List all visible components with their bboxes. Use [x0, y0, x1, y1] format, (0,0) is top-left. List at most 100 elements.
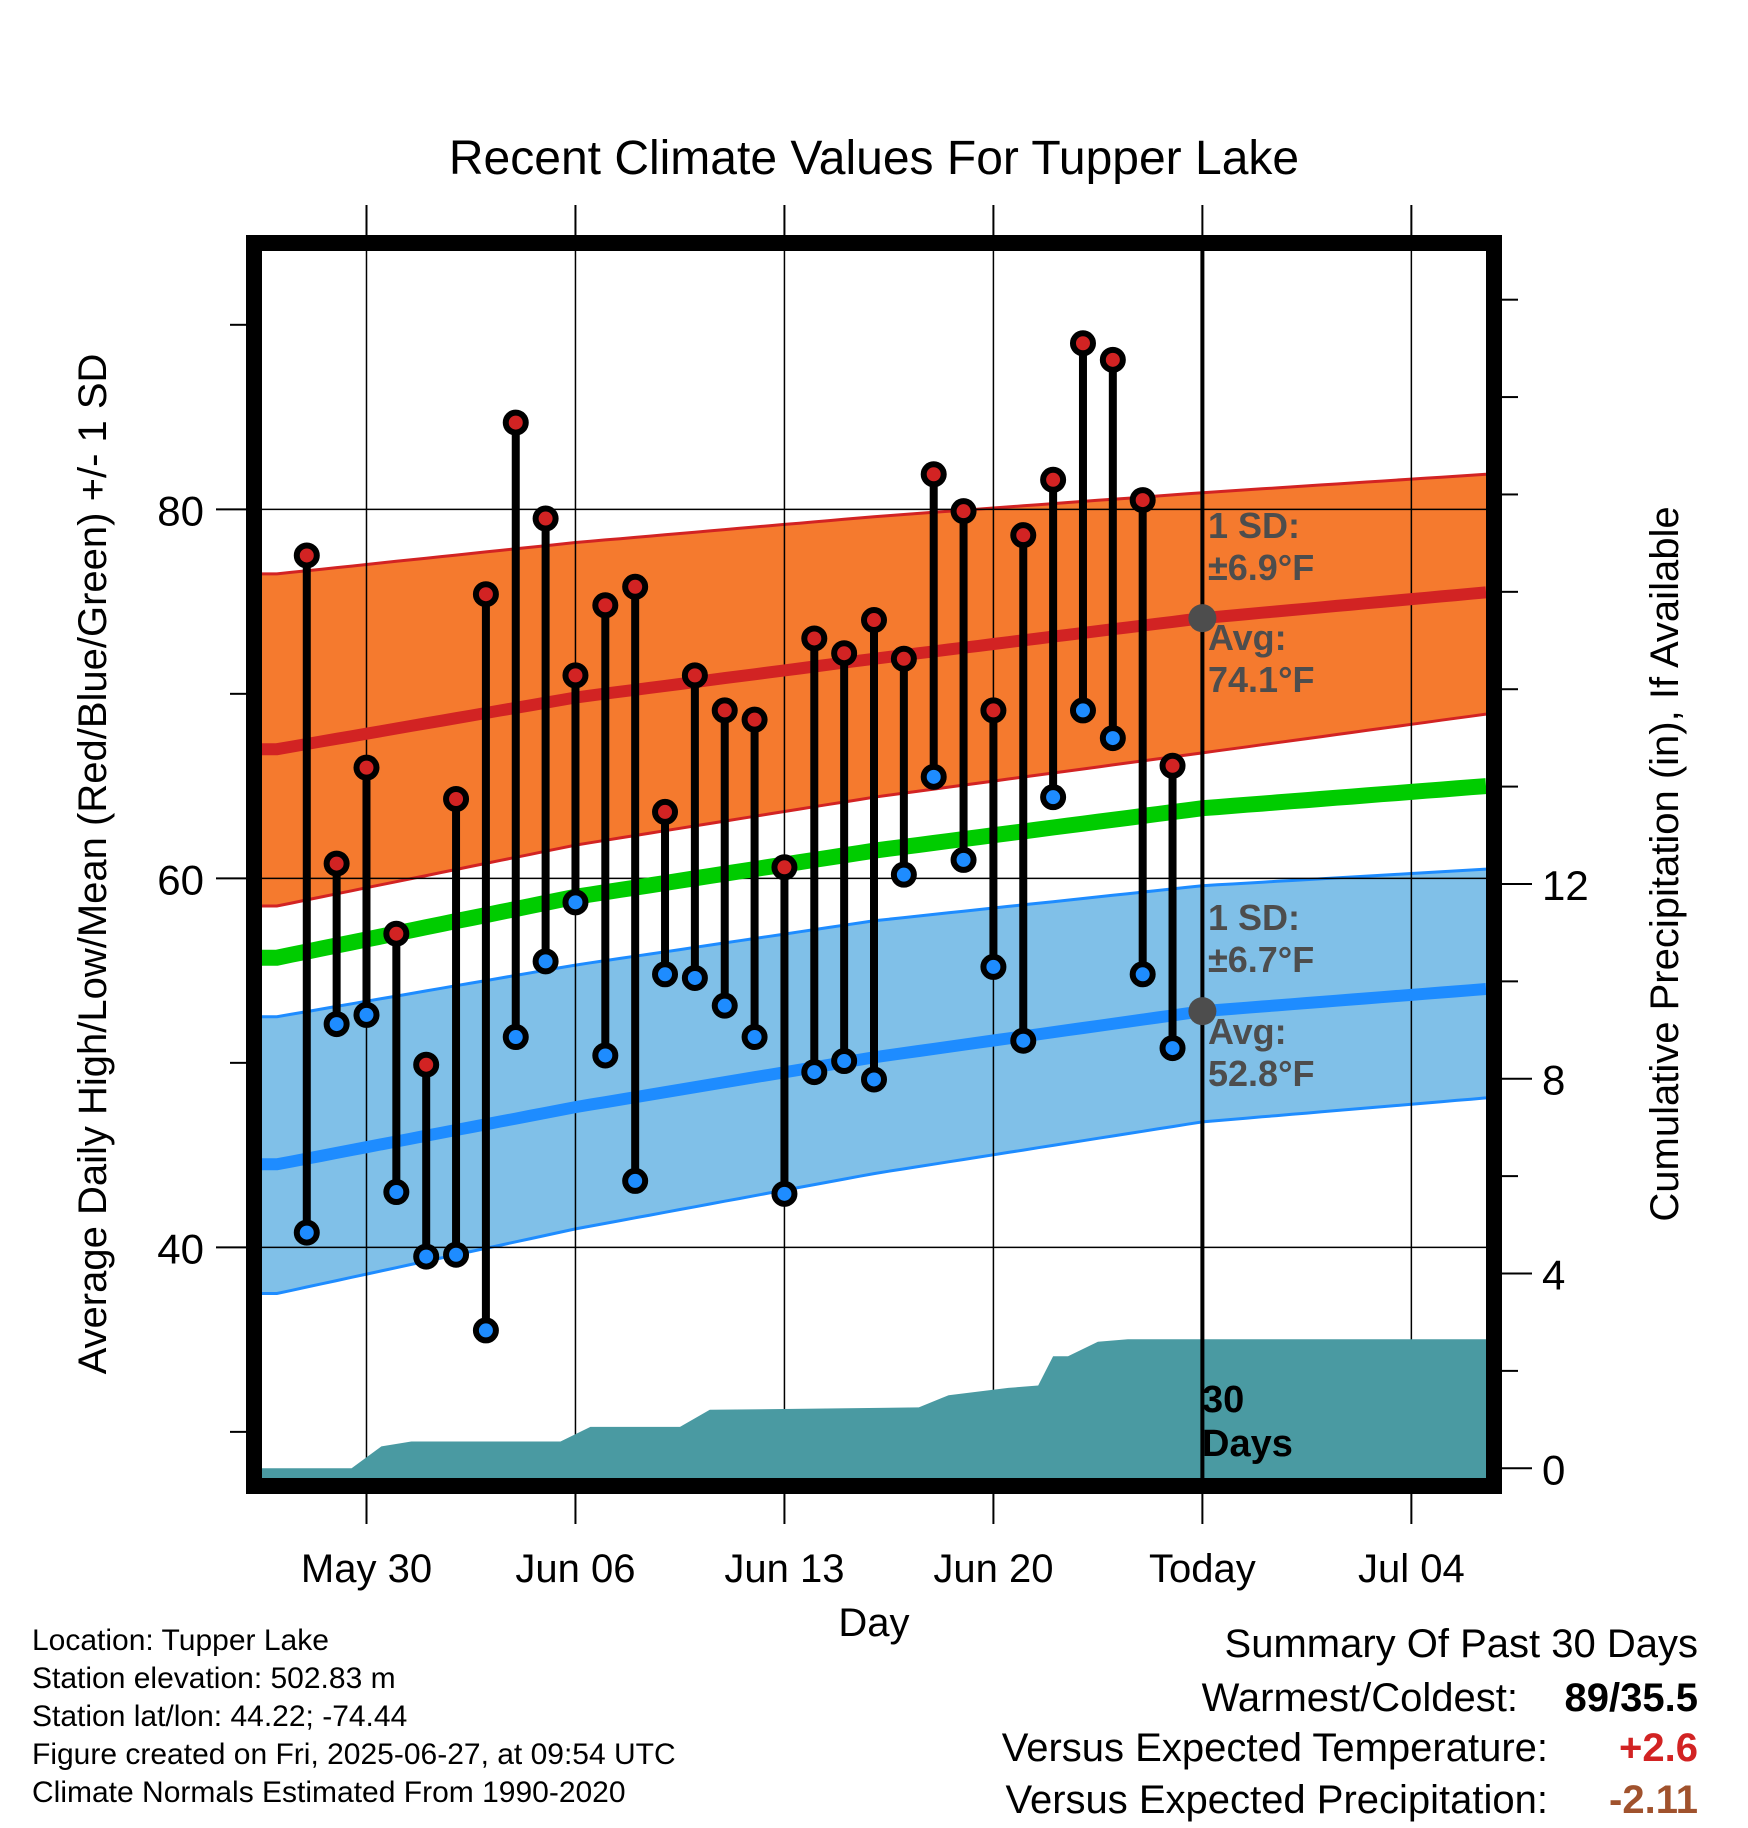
high-point [771, 854, 798, 881]
low-point [741, 1024, 768, 1051]
low-point [681, 964, 708, 991]
y-right-tick-label: 4 [1542, 1252, 1565, 1299]
info-latlon: Station lat/lon: 44.22; -74.44 [32, 1700, 408, 1733]
low-point [353, 1001, 380, 1028]
low-point [711, 992, 738, 1019]
high-point [1069, 330, 1096, 357]
high-point [443, 785, 470, 812]
low-avg-label-1: Avg: [1208, 1011, 1287, 1052]
summary-temp-row: Versus Expected Temperature: +2.6 [1002, 1726, 1698, 1771]
high-point [472, 581, 499, 608]
axes: May 30 Jun 06 Jun 13 Jun 20 Today Jul 0440608… [157, 205, 1589, 1591]
days-label-1: 30 [1202, 1379, 1244, 1421]
high-point [353, 754, 380, 781]
x-axis-label: Day [838, 1601, 909, 1645]
info-normals: Climate Normals Estimated From 1990-2020 [32, 1776, 626, 1809]
chart-title: Recent Climate Values For Tupper Lake [449, 132, 1299, 185]
low-point [1129, 961, 1156, 988]
high-point [920, 461, 947, 488]
low-point [592, 1042, 619, 1069]
high-point [323, 850, 350, 877]
low-avg-label-2: 52.8°F [1208, 1053, 1314, 1094]
high-point [861, 607, 887, 634]
high-point [1099, 346, 1126, 373]
low-point [1069, 697, 1096, 724]
summary-precip-label: Versus Expected Precipitation: [1005, 1778, 1548, 1822]
y-axis-left-label: Average Daily High/Low/Mean (Red/Blue/Gr… [71, 354, 115, 1375]
info-elevation: Station elevation: 502.83 m [32, 1662, 396, 1695]
low-point [920, 763, 947, 790]
summary-warm-row: Warmest/Coldest: 89/35.5 [1202, 1676, 1698, 1721]
low-point [861, 1066, 887, 1093]
low-point [323, 1011, 350, 1038]
plot-area [262, 251, 1486, 1478]
days-label-2: Days [1202, 1423, 1293, 1465]
y-right-tick-label: 12 [1542, 862, 1589, 909]
high-point [1040, 466, 1067, 493]
high-point [413, 1051, 440, 1078]
high-avg-label-1: Avg: [1208, 617, 1287, 658]
summary-warm-value: 89/35.5 [1564, 1676, 1698, 1720]
summary-precip-row: Versus Expected Precipitation: -2.11 [1005, 1778, 1698, 1823]
high-point [383, 920, 410, 947]
high-point [293, 542, 320, 569]
high-sd-label-2: ±6.9°F [1208, 547, 1314, 588]
x-tick-label: Jun 20 [933, 1547, 1053, 1591]
low-sd-label-1: 1 SD: [1208, 897, 1300, 938]
y-left-tick-label: 60 [157, 856, 204, 903]
high-point [950, 498, 977, 525]
low-point [383, 1179, 410, 1206]
low-point [980, 953, 1007, 980]
high-point [502, 409, 529, 436]
low-point [652, 961, 679, 988]
high-point [622, 573, 649, 600]
low-point [293, 1219, 320, 1246]
y-left-tick-label: 40 [157, 1225, 204, 1272]
summary-temp-label: Versus Expected Temperature: [1001, 1726, 1548, 1770]
high-point [592, 592, 619, 619]
high-point [1010, 522, 1037, 549]
high-point [1159, 752, 1186, 779]
high-point [1129, 487, 1156, 514]
today-avg-low-marker [1188, 997, 1217, 1026]
low-point [801, 1059, 828, 1086]
low-point [502, 1024, 529, 1051]
low-point [443, 1241, 470, 1268]
summary-precip-value: -2.11 [1609, 1778, 1698, 1822]
high-band-upper-edge [262, 472, 1486, 576]
low-point [1099, 725, 1126, 752]
y-left-tick-label: 80 [157, 487, 204, 534]
x-tick-label: Today [1149, 1547, 1256, 1591]
x-tick-label: Jun 13 [724, 1547, 844, 1591]
high-point [652, 798, 679, 825]
high-point [741, 706, 768, 733]
x-tick-label: May 30 [301, 1547, 432, 1591]
low-point [532, 948, 559, 975]
low-point [472, 1317, 499, 1344]
low-point [562, 889, 589, 916]
high-point [681, 662, 708, 689]
station-info: Location: Tupper Lake Station elevation:… [32, 1622, 676, 1812]
info-location: Location: Tupper Lake [32, 1624, 329, 1657]
high-point [532, 505, 559, 532]
low-sd-label-2: ±6.7°F [1208, 939, 1314, 980]
cumulative-precip-area [262, 1339, 1486, 1478]
high-point [890, 645, 917, 672]
low-point [771, 1180, 798, 1207]
high-sd-label-1: 1 SD: [1208, 505, 1300, 546]
high-point [562, 662, 589, 689]
low-point [1040, 784, 1067, 811]
info-created: Figure created on Fri, 2025-06-27, at 09… [32, 1738, 676, 1771]
summary-title: Summary Of Past 30 Days [1224, 1622, 1698, 1666]
high-point [711, 697, 738, 724]
low-point [831, 1048, 858, 1075]
y-right-tick-label: 8 [1542, 1057, 1565, 1104]
low-point [950, 846, 977, 873]
y-axis-right-label: Cumulative Precipitation (in), If Availa… [1643, 506, 1687, 1221]
low-point [890, 861, 917, 888]
low-point [413, 1243, 440, 1270]
low-point [622, 1167, 649, 1194]
today-avg-high-marker [1188, 604, 1217, 633]
low-point [1159, 1035, 1186, 1062]
